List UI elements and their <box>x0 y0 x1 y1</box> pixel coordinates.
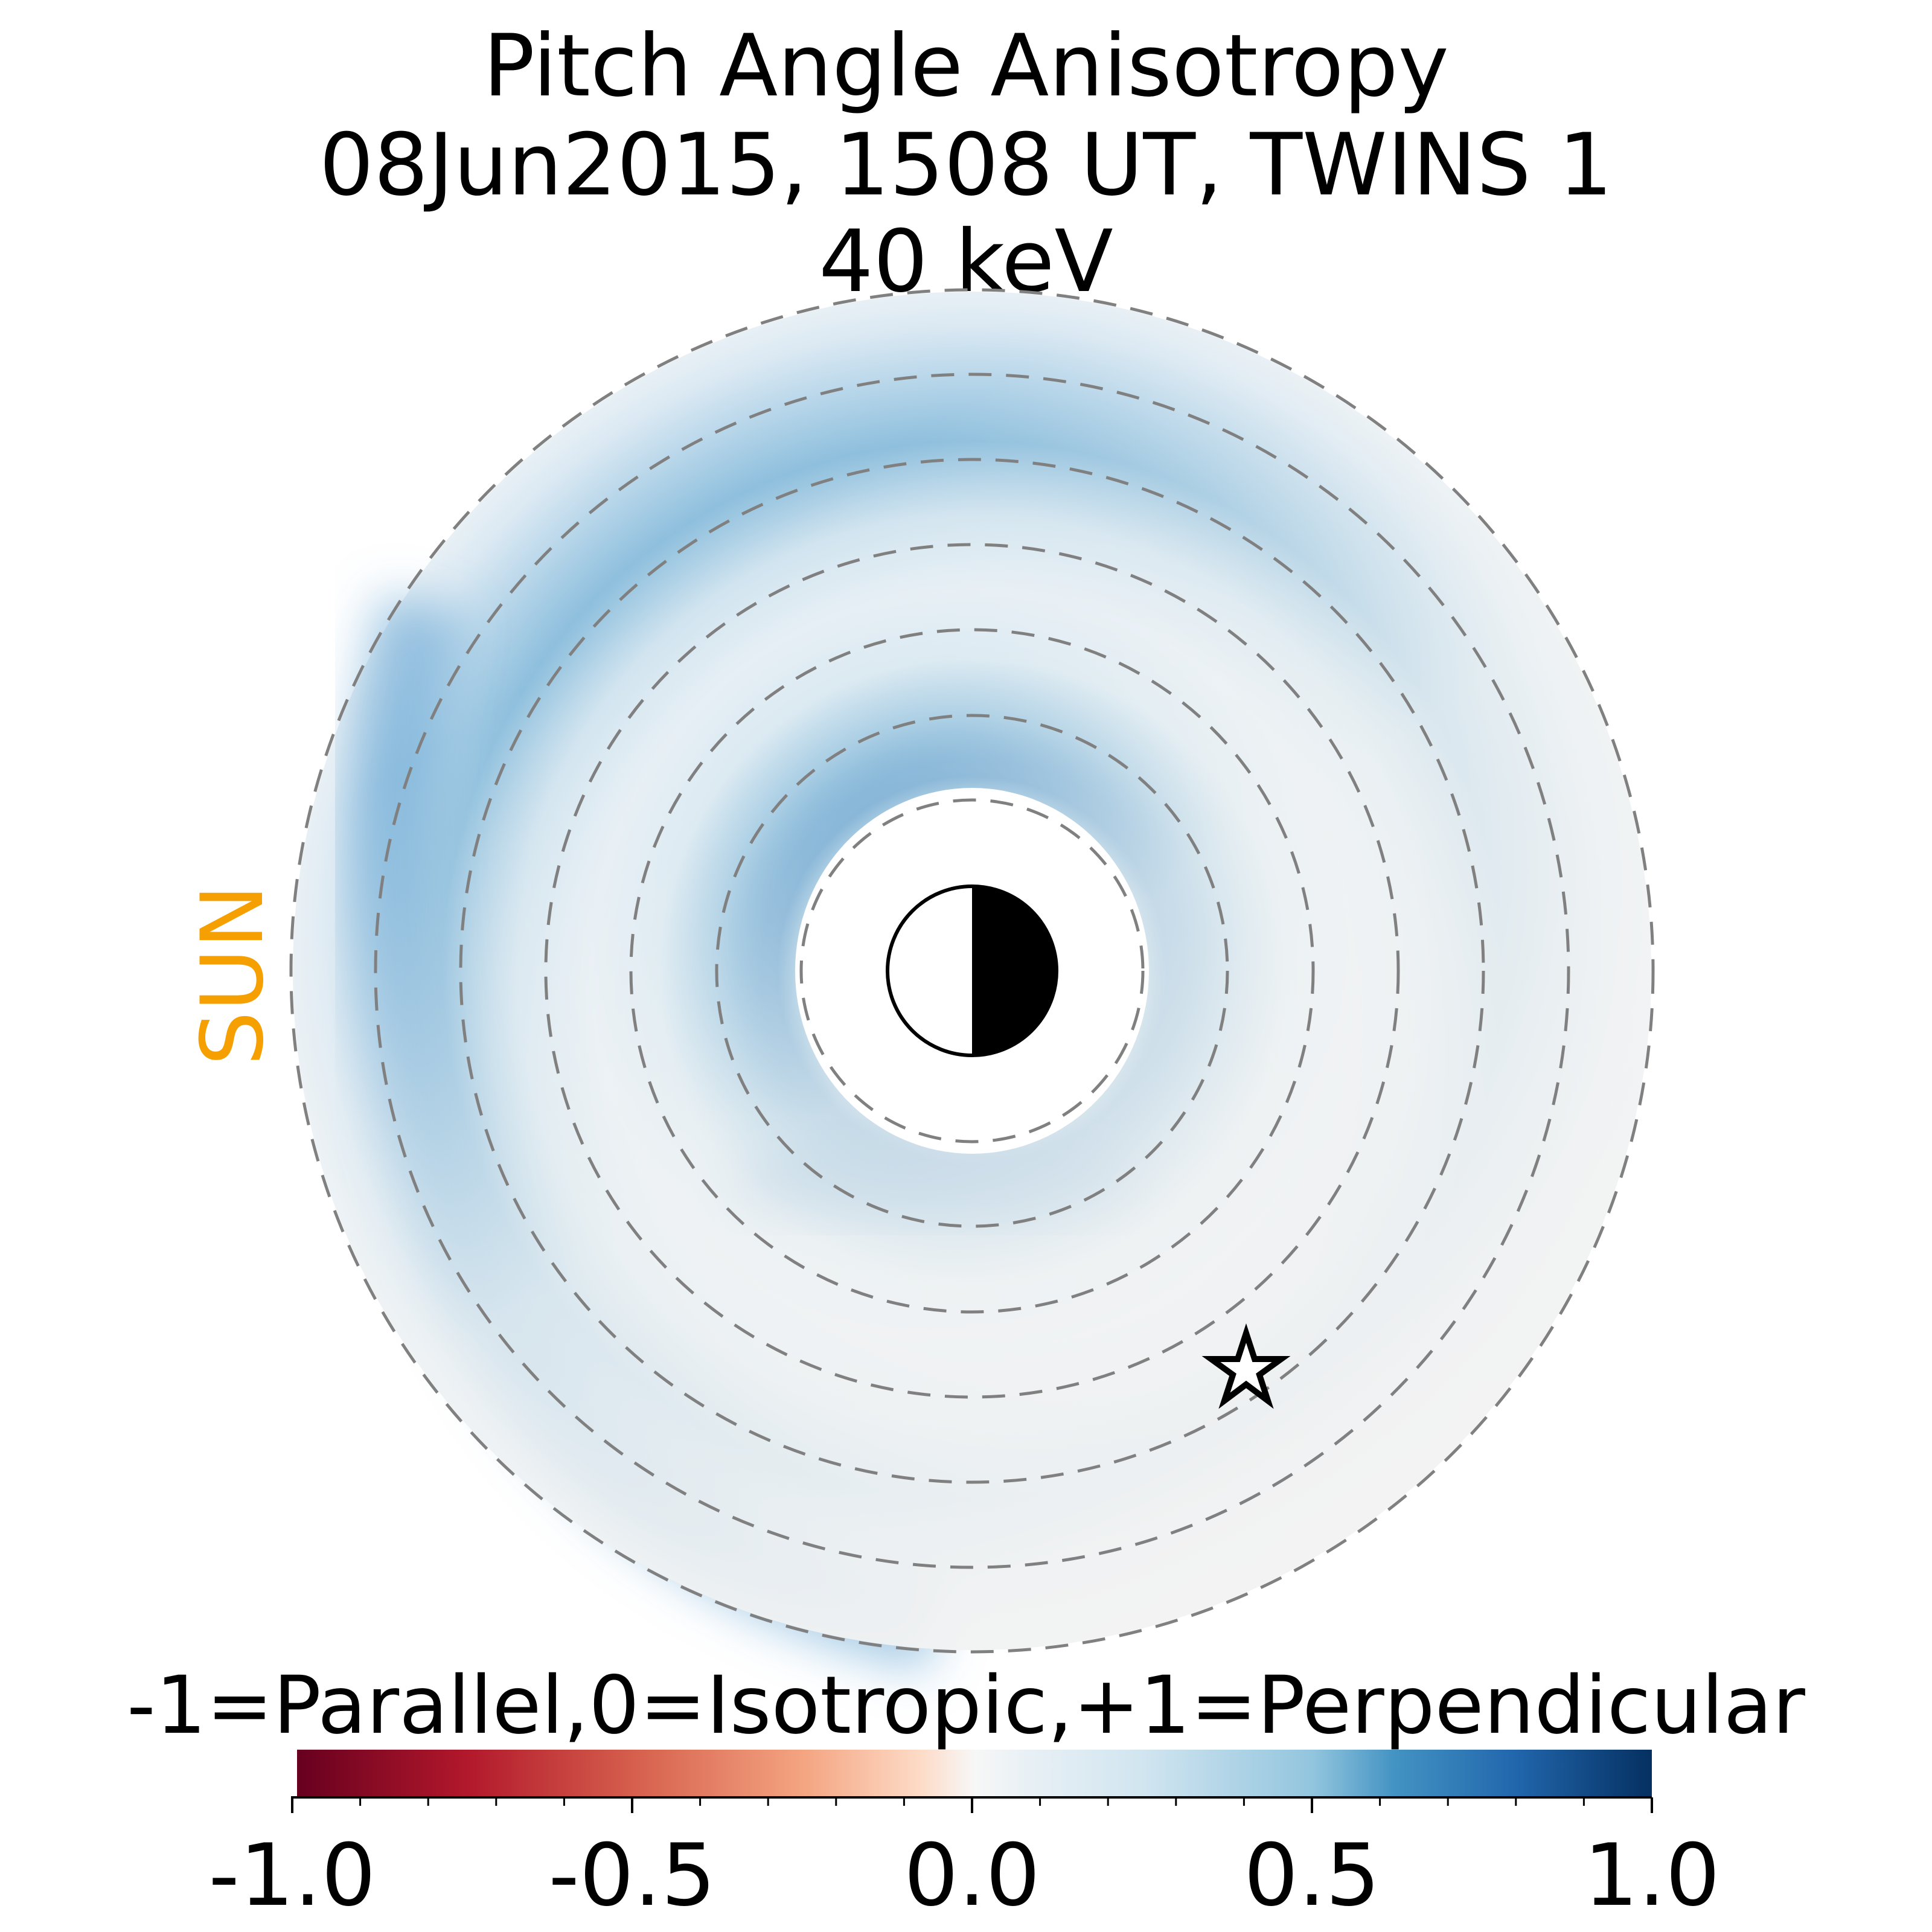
colorbar-tick-label: -0.5 <box>548 1826 715 1925</box>
chart-title-line-1: Pitch Angle Anisotropy <box>483 16 1449 116</box>
grid-ring <box>289 288 1655 1654</box>
grid-ring <box>374 373 1570 1569</box>
chart-title-line-2: 08Jun2015, 1508 UT, TWINS 1 <box>319 115 1613 215</box>
colorbar-tick-label: 1.0 <box>1584 1826 1720 1925</box>
earth-icon <box>886 884 1058 1057</box>
colorbar-tick-label: 0.5 <box>1244 1826 1380 1925</box>
colorbar <box>297 1750 1652 1797</box>
colorbar-ticks: -1.0 -0.5 0.0 0.5 1.0 <box>208 1797 1720 1925</box>
grid-rings <box>289 288 1655 1654</box>
colorbar-title: -1=Parallel,0=Isotropic,+1=Perpendicular <box>127 1659 1806 1752</box>
spacecraft-star-icon <box>1201 1323 1291 1409</box>
grid-ring <box>459 458 1485 1484</box>
grid-ring <box>799 798 1145 1144</box>
grid-ring <box>544 543 1400 1399</box>
sun-label: SUN <box>183 884 283 1066</box>
colorbar-tick-label: -1.0 <box>208 1826 376 1925</box>
grid-ring <box>629 628 1315 1314</box>
earth-night-side <box>972 886 1057 1055</box>
grid-ring <box>715 714 1229 1228</box>
colorbar-tick-label: 0.0 <box>904 1826 1040 1925</box>
